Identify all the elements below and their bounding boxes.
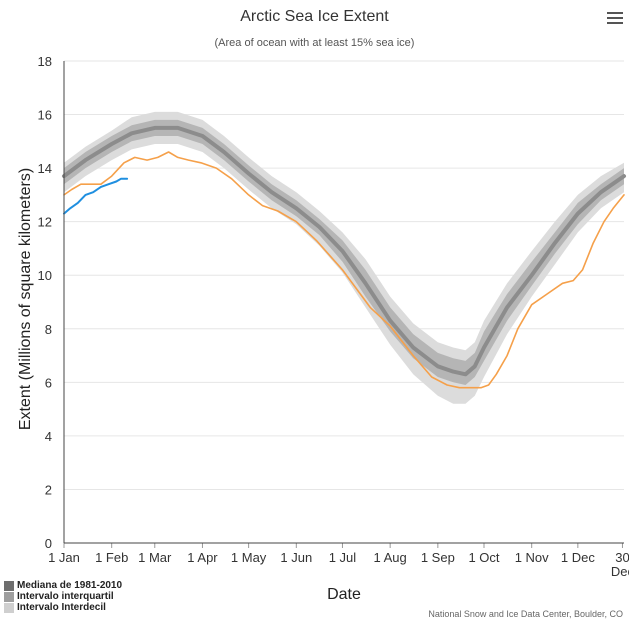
current-year-line xyxy=(63,177,129,215)
legend-item-interdecile[interactable]: Intervalo Interdecil xyxy=(4,602,122,613)
x-tick-label: 1 Dec xyxy=(561,550,595,565)
legend-swatch-median xyxy=(4,580,14,591)
chart-subtitle: (Area of ocean with at least 15% sea ice… xyxy=(214,37,415,49)
x-tick-label: 1 May xyxy=(231,550,267,565)
x-tick-label: 1 Jun xyxy=(280,550,312,565)
legend: Mediana de 1981-2010 Intervalo interquar… xyxy=(4,580,122,613)
hamburger-menu-icon[interactable] xyxy=(607,12,623,28)
y-tick-label: 12 xyxy=(38,215,52,230)
x-tick-label: Dec xyxy=(611,564,629,579)
y-tick-label: 2 xyxy=(45,482,52,497)
legend-label-interquartile: Intervalo interquartil xyxy=(17,591,114,602)
legend-swatch-interdecile xyxy=(4,602,14,613)
legend-item-interquartile[interactable]: Intervalo interquartil xyxy=(4,591,122,602)
legend-label-median: Mediana de 1981-2010 xyxy=(17,580,123,591)
x-axis-label: Date xyxy=(327,586,361,603)
x-tick-label: 1 Jul xyxy=(329,550,357,565)
x-tick-label: 30 xyxy=(615,550,629,565)
x-tick-label: 1 Feb xyxy=(95,550,128,565)
chart-title: Arctic Sea Ice Extent xyxy=(240,8,389,25)
x-tick-label: 1 Mar xyxy=(138,550,172,565)
y-tick-label: 16 xyxy=(38,108,52,123)
x-tick-label: 1 Aug xyxy=(374,550,407,565)
credit-text: National Snow and Ice Data Center, Bould… xyxy=(428,609,623,619)
median-line xyxy=(62,125,626,377)
legend-swatch-interquartile xyxy=(4,591,14,602)
previous-year-line xyxy=(63,151,625,389)
y-tick-label: 14 xyxy=(38,161,52,176)
x-tick-label: 1 Apr xyxy=(187,550,218,565)
y-tick-label: 0 xyxy=(45,536,52,551)
y-tick-label: 10 xyxy=(38,268,52,283)
x-tick-label: 1 Oct xyxy=(468,550,499,565)
y-tick-label: 8 xyxy=(45,322,52,337)
legend-item-median[interactable]: Mediana de 1981-2010 xyxy=(4,580,122,591)
y-tick-label: 4 xyxy=(45,429,52,444)
x-tick-label: 1 Sep xyxy=(421,550,455,565)
legend-label-interdecile: Intervalo Interdecil xyxy=(17,602,106,613)
y-tick-label: 6 xyxy=(45,375,52,390)
x-tick-label: 1 Jan xyxy=(48,550,80,565)
y-tick-label: 18 xyxy=(38,54,52,69)
y-axis-label: Extent (Millions of square kilometers) xyxy=(17,167,34,431)
chart-canvas: 0 2 4 6 8 10 12 14 16 18 1 Jan 1 Feb 1 Mar 1 Apr 1 May… xyxy=(38,54,629,579)
x-tick-label: 1 Nov xyxy=(515,550,549,565)
